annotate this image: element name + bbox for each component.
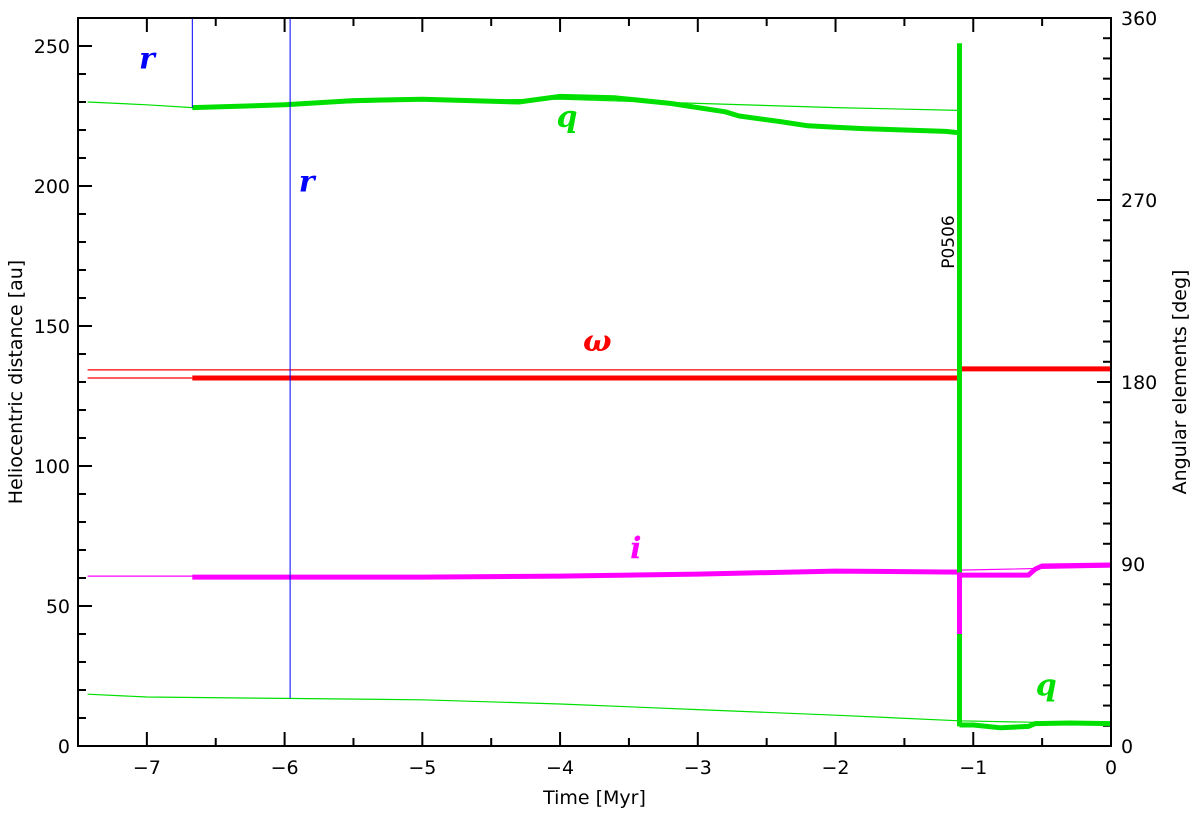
series-label: q <box>1036 669 1057 704</box>
y-left-tick-label: 250 <box>34 36 70 58</box>
annotations-group: r r q ω i q P0506 <box>139 41 1057 703</box>
y-axis-right-title: Angular elements [deg] <box>1169 270 1191 495</box>
y-right-tick-label: 0 <box>1121 736 1133 758</box>
series-label: r <box>139 41 157 76</box>
y-right-tick-label: 90 <box>1121 554 1145 576</box>
y-left-tick-label: 50 <box>46 596 70 618</box>
y-right-tick-label: 180 <box>1121 372 1157 394</box>
series-line-q <box>959 720 1112 731</box>
y-left-tick-label: 100 <box>34 456 70 478</box>
x-tick-label: −4 <box>546 757 574 779</box>
series-group <box>87 93 1112 731</box>
series-label: ω <box>583 324 612 359</box>
tick-labels-group: −7 −6 −5 −4 −3 −2 −1 00501001502002500901802703… <box>34 8 1158 779</box>
series-label: r <box>299 165 317 200</box>
series-line-q <box>192 93 960 136</box>
series-label: q <box>556 100 577 135</box>
series-label: i <box>630 531 641 566</box>
y-right-tick-label: 360 <box>1121 8 1157 30</box>
x-tick-label: −5 <box>408 757 436 779</box>
vertical-lines-group <box>191 18 962 727</box>
ticks-group <box>78 17 1112 747</box>
x-tick-label: −7 <box>133 757 161 779</box>
annotation-label: P0506 <box>939 215 959 269</box>
x-axis-title: Time [Myr] <box>542 787 646 809</box>
x-tick-label: −1 <box>959 757 987 779</box>
y-right-tick-label: 270 <box>1121 190 1157 212</box>
series-line-i <box>959 562 1112 578</box>
x-tick-label: 0 <box>1105 757 1117 779</box>
x-tick-label: −2 <box>822 757 850 779</box>
plot-frame <box>77 17 1112 747</box>
x-tick-label: −6 <box>271 757 299 779</box>
series-line-i <box>192 568 960 580</box>
series-line-q <box>87 693 1112 725</box>
x-tick-label: −3 <box>684 757 712 779</box>
y-axis-left-title: Heliocentric distance [au] <box>5 260 27 504</box>
y-left-tick-label: 150 <box>34 316 70 338</box>
y-left-tick-label: 0 <box>58 736 70 758</box>
y-left-tick-label: 200 <box>34 176 70 198</box>
